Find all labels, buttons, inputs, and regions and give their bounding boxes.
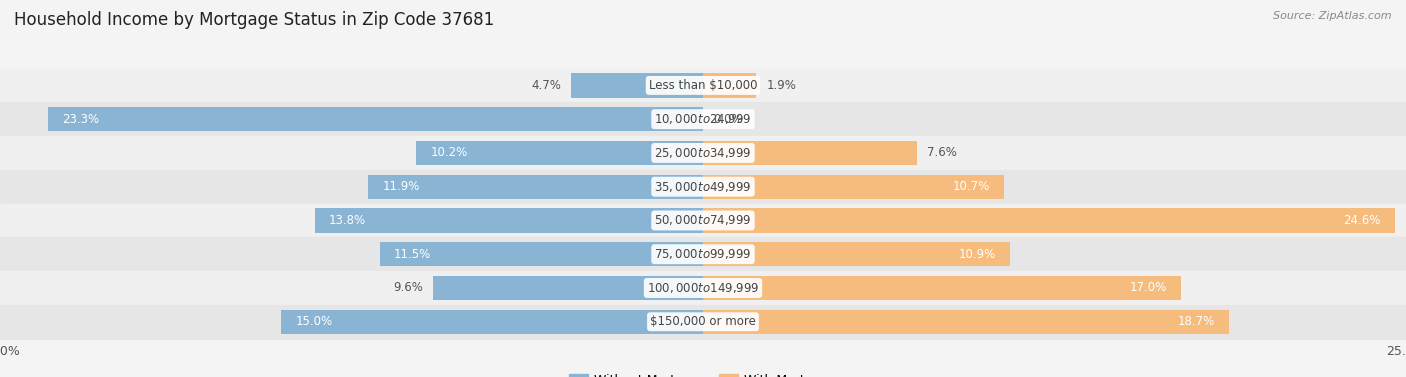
- Text: 23.3%: 23.3%: [62, 113, 98, 126]
- Text: $100,000 to $149,999: $100,000 to $149,999: [647, 281, 759, 295]
- Text: 4.7%: 4.7%: [531, 79, 561, 92]
- Bar: [703, 73, 756, 98]
- Bar: [0, 271, 1406, 305]
- Text: 11.9%: 11.9%: [382, 180, 420, 193]
- Bar: [368, 175, 703, 199]
- Bar: [416, 141, 703, 165]
- Text: 17.0%: 17.0%: [1130, 282, 1167, 294]
- Text: Less than $10,000: Less than $10,000: [648, 79, 758, 92]
- Text: 1.9%: 1.9%: [766, 79, 796, 92]
- Text: 15.0%: 15.0%: [295, 315, 332, 328]
- Bar: [0, 102, 1406, 136]
- Text: 10.9%: 10.9%: [959, 248, 995, 261]
- Bar: [703, 208, 1395, 233]
- Bar: [703, 242, 1010, 267]
- Text: 10.7%: 10.7%: [953, 180, 990, 193]
- Text: 9.6%: 9.6%: [394, 282, 423, 294]
- Bar: [281, 310, 703, 334]
- Bar: [571, 73, 703, 98]
- Bar: [703, 175, 1004, 199]
- Text: Household Income by Mortgage Status in Zip Code 37681: Household Income by Mortgage Status in Z…: [14, 11, 495, 29]
- Bar: [0, 170, 1406, 204]
- Text: $25,000 to $34,999: $25,000 to $34,999: [654, 146, 752, 160]
- Bar: [433, 276, 703, 300]
- Bar: [0, 204, 1406, 238]
- Legend: Without Mortgage, With Mortgage: Without Mortgage, With Mortgage: [564, 369, 842, 377]
- Text: 7.6%: 7.6%: [927, 146, 956, 159]
- Bar: [703, 310, 1229, 334]
- Text: 18.7%: 18.7%: [1178, 315, 1215, 328]
- Bar: [0, 136, 1406, 170]
- Bar: [0, 69, 1406, 102]
- Bar: [48, 107, 703, 131]
- Bar: [0, 305, 1406, 339]
- Bar: [703, 141, 917, 165]
- Text: $50,000 to $74,999: $50,000 to $74,999: [654, 213, 752, 227]
- Text: $35,000 to $49,999: $35,000 to $49,999: [654, 180, 752, 194]
- Bar: [380, 242, 703, 267]
- Text: $150,000 or more: $150,000 or more: [650, 315, 756, 328]
- Text: 10.2%: 10.2%: [430, 146, 467, 159]
- Bar: [315, 208, 703, 233]
- Text: 0.0%: 0.0%: [713, 113, 742, 126]
- Bar: [703, 276, 1181, 300]
- Text: 24.6%: 24.6%: [1343, 214, 1381, 227]
- Text: 13.8%: 13.8%: [329, 214, 366, 227]
- Text: 11.5%: 11.5%: [394, 248, 430, 261]
- Bar: [0, 238, 1406, 271]
- Text: Source: ZipAtlas.com: Source: ZipAtlas.com: [1274, 11, 1392, 21]
- Text: $10,000 to $24,999: $10,000 to $24,999: [654, 112, 752, 126]
- Text: $75,000 to $99,999: $75,000 to $99,999: [654, 247, 752, 261]
